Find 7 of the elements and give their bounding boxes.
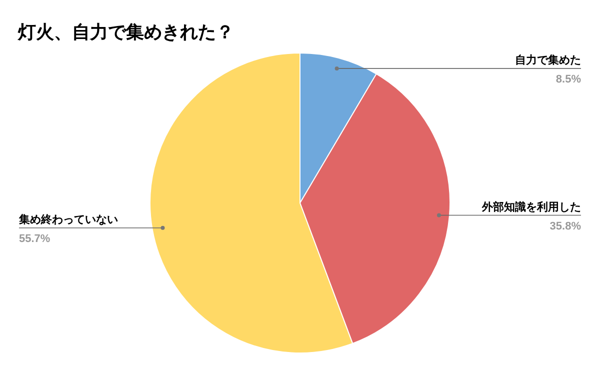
data-label: 35.8% xyxy=(550,220,582,232)
chart-title: 灯火、自力で集めきれた？ xyxy=(17,22,234,42)
slice-label: 自力で集めた xyxy=(515,53,581,66)
slice-label: 外部知識を利用した xyxy=(481,200,581,214)
data-label: 55.7% xyxy=(19,232,50,245)
slice-label: 集め終わっていない xyxy=(18,212,118,226)
data-label: 8.5% xyxy=(556,73,582,86)
